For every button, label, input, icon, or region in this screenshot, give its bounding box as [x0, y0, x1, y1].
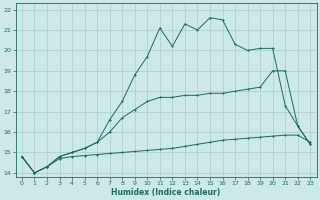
X-axis label: Humidex (Indice chaleur): Humidex (Indice chaleur) — [111, 188, 221, 197]
